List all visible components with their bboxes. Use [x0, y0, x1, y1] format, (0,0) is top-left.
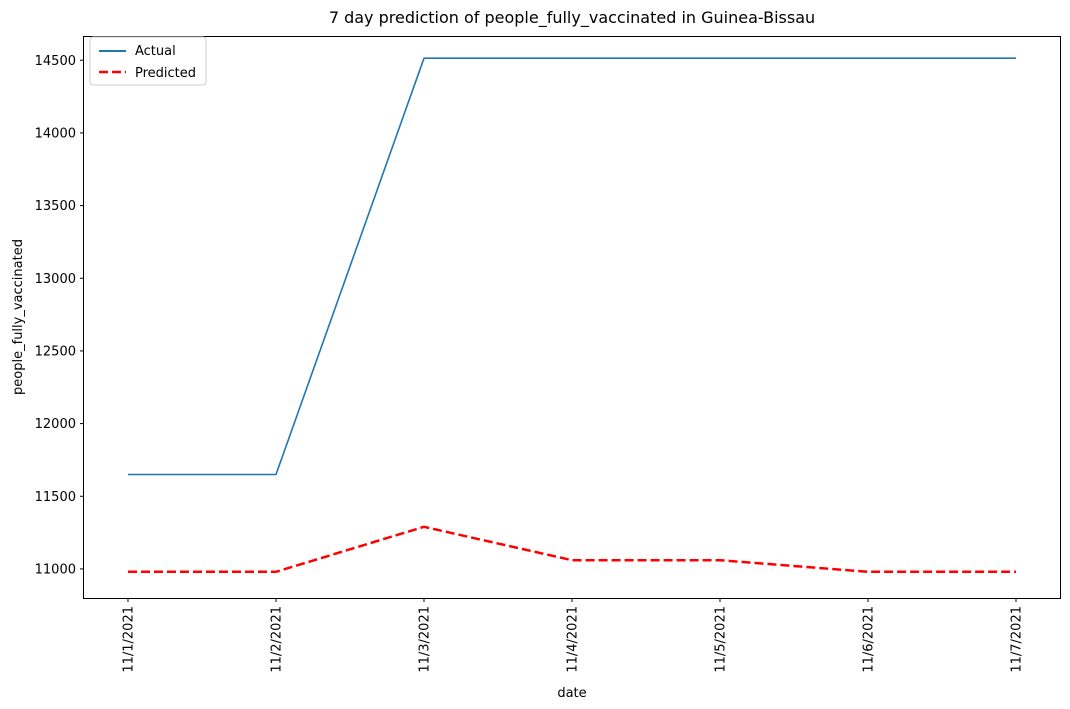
- x-tick-label: 11/3/2021: [418, 606, 433, 673]
- x-tick-label: 11/4/2021: [566, 606, 581, 673]
- y-tick-label: 13500: [35, 199, 76, 214]
- x-tick-label: 11/1/2021: [122, 606, 137, 673]
- plot-frame: [83, 36, 1061, 599]
- x-tick-label: 11/2/2021: [270, 606, 285, 673]
- x-tick-label: 11/7/2021: [1010, 606, 1025, 673]
- legend-label-predicted: Predicted: [135, 66, 196, 81]
- y-axis-label: people_fully_vaccinated: [11, 239, 26, 395]
- x-tick-label: 11/6/2021: [862, 606, 877, 673]
- series-line-predicted: [128, 525, 1016, 574]
- y-tick-label: 12500: [35, 344, 76, 359]
- chart-title: 7 day prediction of people_fully_vaccina…: [329, 8, 815, 28]
- legend-label-actual: Actual: [135, 44, 176, 59]
- y-tick-label: 14000: [35, 126, 76, 141]
- y-tick-label: 13000: [35, 272, 76, 287]
- series-line-actual: [128, 57, 1016, 476]
- x-tick-label: 11/5/2021: [714, 606, 729, 673]
- x-axis-label: date: [557, 686, 586, 701]
- y-tick-label: 12000: [35, 417, 76, 432]
- y-tick-label: 14500: [35, 54, 76, 69]
- y-tick-label: 11000: [35, 562, 76, 577]
- legend: Actual Predicted: [89, 36, 207, 86]
- y-tick-label: 11500: [35, 490, 76, 505]
